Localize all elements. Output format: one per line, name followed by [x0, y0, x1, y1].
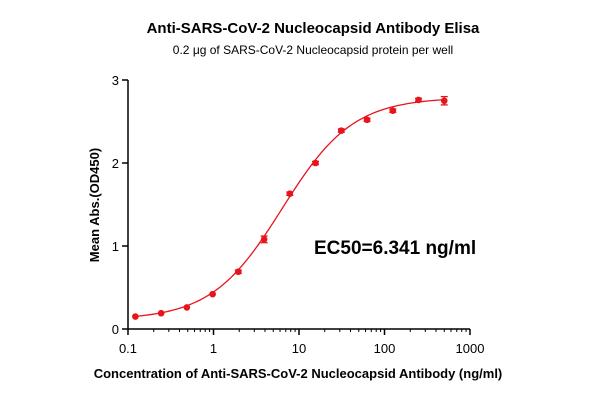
y-axis-label: Mean Abs.(OD450) [87, 148, 102, 262]
data-point [183, 304, 191, 311]
fit-curve [135, 99, 445, 318]
y-tick-label: 0 [112, 322, 119, 337]
data-point [312, 159, 319, 167]
data-point [132, 313, 139, 320]
data-point [440, 97, 448, 105]
x-tick-label: 100 [374, 341, 396, 356]
x-tick-label: 1 [210, 341, 217, 356]
y-tick-label: 1 [112, 239, 119, 254]
x-axis-label: Concentration of Anti-SARS-CoV-2 Nucleoc… [94, 366, 503, 381]
chart-marks [132, 95, 448, 320]
data-point [363, 116, 371, 124]
chart-subtitle: 0.2 μg of SARS-CoV-2 Nucleocapsid protei… [173, 43, 453, 57]
data-point [286, 190, 294, 198]
y-tick-label: 3 [112, 73, 119, 88]
chart-title: Anti-SARS-CoV-2 Nucleocapsid Antibody El… [147, 20, 480, 37]
x-tick-label: 10 [292, 341, 306, 356]
data-point [157, 309, 165, 317]
data-point [234, 268, 242, 276]
x-tick-label: 1000 [456, 341, 485, 356]
data-point [389, 107, 397, 115]
data-point [260, 236, 268, 243]
data-point [415, 96, 422, 104]
ec50-annotation: EC50=6.341 ng/ml [314, 238, 476, 259]
x-tick-label: 0.1 [119, 341, 137, 356]
axes: 0 1 2 3 0.1 1 10 100 1000 [112, 73, 485, 356]
data-point [338, 127, 345, 134]
data-point [209, 290, 216, 298]
y-tick-label: 2 [112, 156, 119, 171]
